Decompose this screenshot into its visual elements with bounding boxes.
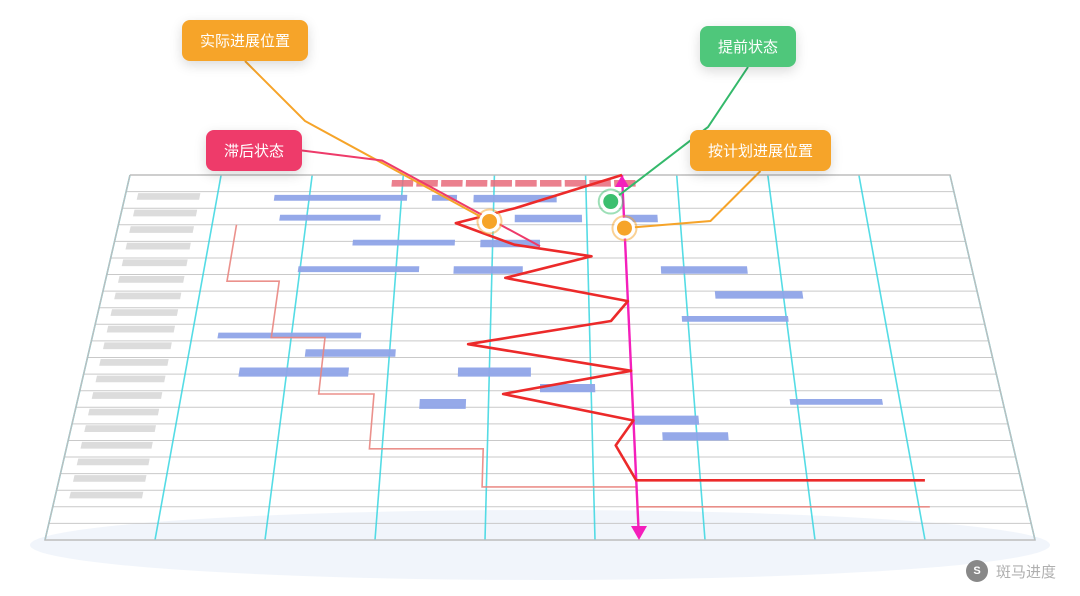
callout-planned-progress: 按计划进展位置 <box>690 130 831 171</box>
callout-delayed-status: 滞后状态 <box>206 130 302 171</box>
callout-label: 按计划进展位置 <box>708 143 813 160</box>
callout-label: 提前状态 <box>718 39 778 56</box>
gantt-front-line-diagram <box>0 0 1080 596</box>
callout-label: 滞后状态 <box>224 143 284 160</box>
watermark: S 斑马进度 <box>966 560 1056 582</box>
wechat-icon: S <box>966 560 988 582</box>
callout-actual-progress: 实际进展位置 <box>182 20 308 61</box>
callout-ahead-status: 提前状态 <box>700 26 796 67</box>
watermark-text: 斑马进度 <box>996 561 1056 582</box>
callout-label: 实际进展位置 <box>200 33 290 50</box>
